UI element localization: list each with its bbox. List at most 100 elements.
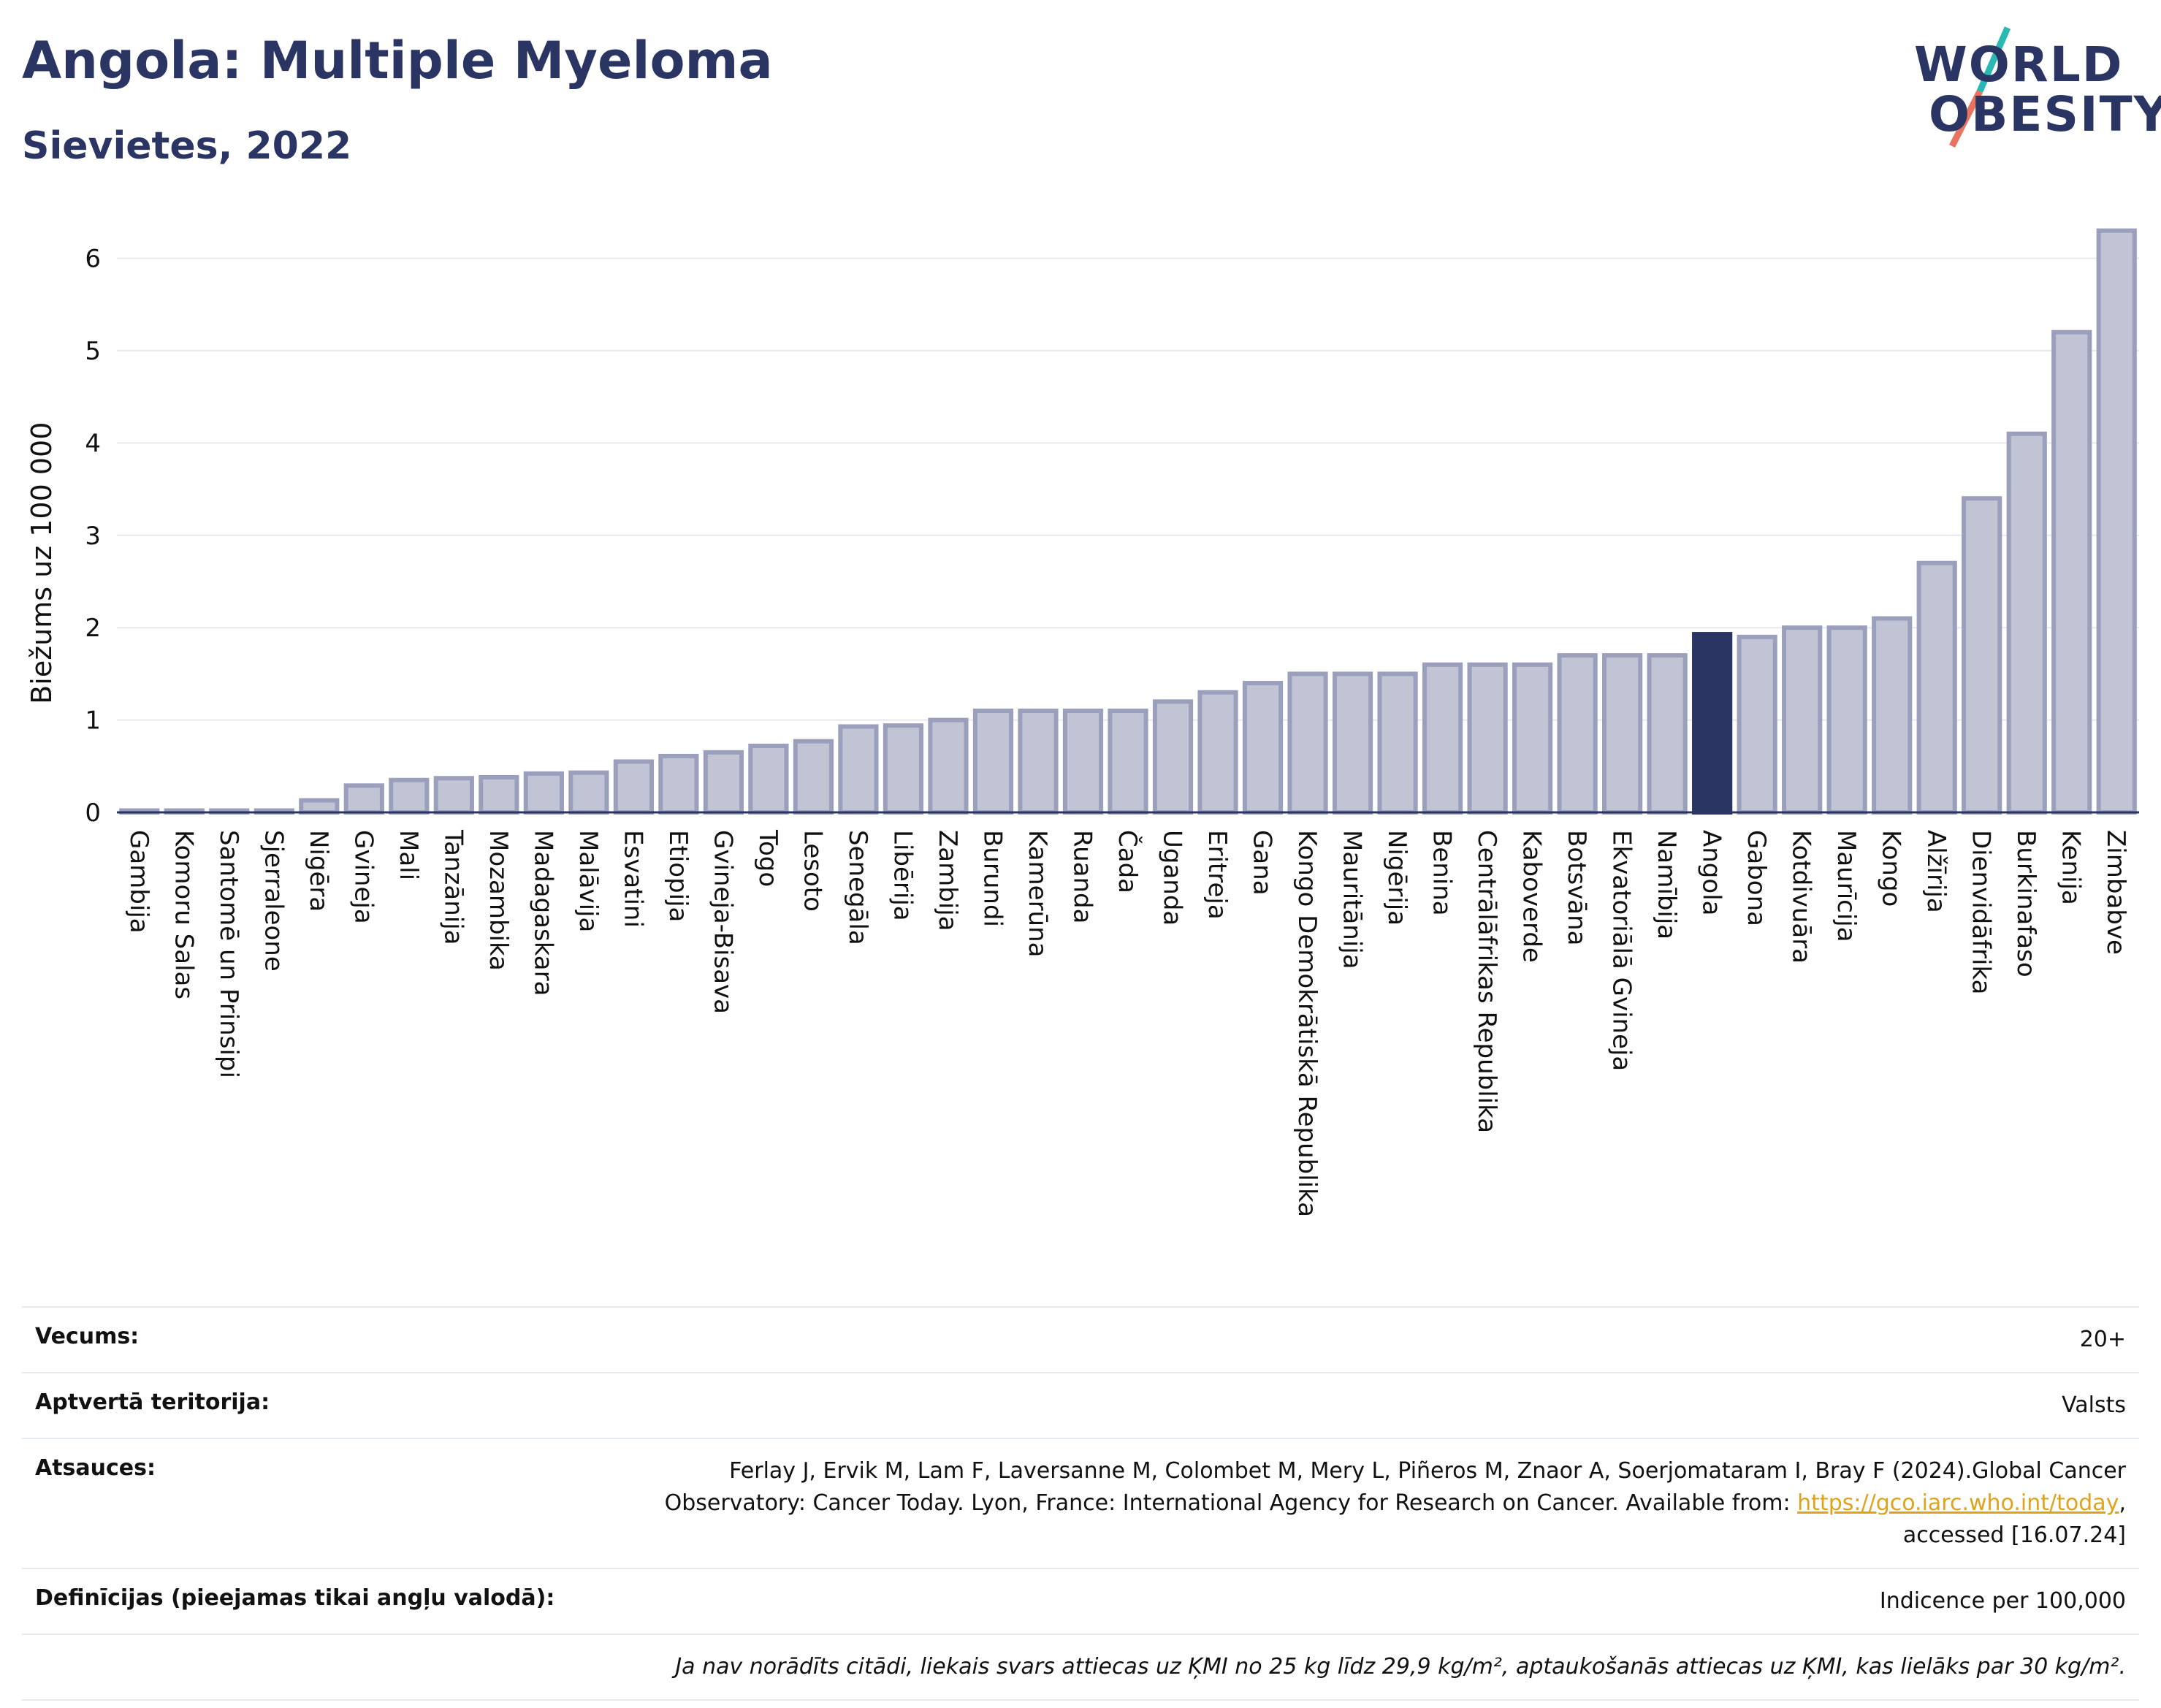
world-obesity-logo: WORLD OBESITY [1899, 22, 2161, 153]
x-tick-label: Madagaskara [528, 830, 557, 996]
x-tick-label: Nigēra [304, 830, 333, 912]
x-tick-label: Gvineja-Bisava [708, 830, 737, 1014]
bar-5 [343, 783, 384, 815]
x-tick-label: Kamerūna [1023, 830, 1052, 957]
x-tick-label: Kotdivuāra [1787, 830, 1816, 964]
meta-row-territory: Aptvertā teritorija: Valsts [22, 1372, 2139, 1438]
references-line-1: Ferlay J, Ervik M, Lam F, Laversanne M, … [729, 1458, 2126, 1484]
y-tick-label: 1 [85, 706, 101, 736]
meta-key: Vecums: [22, 1306, 603, 1373]
bar-37 [1782, 625, 1823, 815]
y-tick-label: 5 [85, 337, 101, 366]
bar-20 [1018, 708, 1059, 815]
x-tick-label: Botsvāna [1562, 830, 1591, 946]
logo-text-world: WORLD [1914, 37, 2124, 93]
x-tick-label: Zimbabve [2101, 830, 2130, 955]
x-tick-label: Gabona [1742, 830, 1771, 926]
x-tick-label: Gvineja [348, 830, 378, 924]
bar-27 [1332, 671, 1373, 815]
x-tick-label: Ekvatoriālā Gvineja [1607, 830, 1636, 1071]
x-tick-label: Sjerraleone [259, 830, 288, 972]
y-tick-label: 2 [85, 614, 101, 643]
bar-chart: 0 1 2 3 4 5 6 Biežums uz 100 000 Gambija Komoru S… [26, 228, 2139, 1217]
meta-value: Indicence per 100,000 [603, 1568, 2139, 1634]
meta-row-references: Atsauces: Ferlay J, Ervik M, Lam F, Lave… [22, 1438, 2139, 1568]
x-tick-label: Komoru Salas [169, 830, 198, 999]
x-tick-label: Mauritānija [1338, 830, 1367, 969]
bar-21 [1062, 708, 1104, 815]
bar-22 [1108, 708, 1148, 815]
bar-6 [389, 777, 430, 815]
bar-35 [1692, 632, 1733, 815]
references-line-2-end: , [2119, 1490, 2126, 1516]
page-subtitle: Sievietes, 2022 [22, 124, 352, 168]
y-tick-label: 6 [85, 245, 101, 274]
bar-19 [972, 708, 1014, 815]
references-line-2: Observatory: Cancer Today. Lyon, France:… [664, 1490, 1798, 1516]
x-tick-label: Ruanda [1067, 830, 1097, 923]
meta-value: Valsts [603, 1372, 2139, 1438]
bar-13 [703, 750, 744, 815]
y-tick-label: 0 [85, 798, 101, 828]
x-tick-label: Senegāla [843, 830, 872, 945]
x-tick-label: Mozambika [484, 830, 513, 971]
x-tick-label: Tanzānija [438, 829, 468, 945]
x-tick-label: Nigērija [1382, 830, 1411, 926]
bar-17 [883, 723, 924, 815]
x-tick-label: Eritreja [1203, 830, 1232, 920]
bar-7 [433, 776, 474, 815]
x-tick-label: Etiopija [663, 830, 693, 922]
x-tick-label: Gambija [124, 830, 153, 934]
x-tick-label: Kongo [1877, 830, 1906, 907]
bar-28 [1377, 671, 1418, 815]
x-tick-label: Burundi [977, 830, 1007, 927]
bar-29 [1422, 662, 1463, 815]
x-tick-label: Kongo Demokrātiskā Republika [1292, 830, 1322, 1217]
x-tick-label: Togo [753, 829, 782, 887]
x-tick-label: Santomē un Prinsipi [214, 830, 243, 1078]
y-tick-label: 3 [85, 522, 101, 551]
meta-key: Atsauces: [22, 1438, 603, 1568]
bar-41 [1962, 496, 2002, 815]
bar-8 [479, 774, 519, 815]
x-tick-label: Namībija [1652, 830, 1681, 939]
meta-value: 20+ [603, 1306, 2139, 1373]
x-tick-label: Lesoto [798, 830, 827, 912]
meta-key: Definīcijas (pieejamas tikai angļu valod… [22, 1568, 603, 1634]
bar-39 [1872, 616, 1913, 815]
x-tick-label: Čada [1113, 830, 1143, 893]
logo-text-obesity: OBESITY [1929, 86, 2161, 142]
x-tick-label: Gana [1248, 830, 1277, 896]
meta-row-definitions: Definīcijas (pieejamas tikai angļu valod… [22, 1568, 2139, 1634]
x-tick-label: Esvatini [618, 830, 647, 928]
footnote: Ja nav norādīts citādi, liekais svars at… [22, 1633, 2139, 1701]
metadata-table: Vecums: 20+ Aptvertā teritorija: Valsts … [22, 1306, 2139, 1701]
x-tick-label: Angola [1697, 830, 1726, 915]
bar-14 [748, 743, 789, 815]
x-tick-label: Uganda [1158, 830, 1187, 926]
bar-12 [658, 753, 699, 815]
bar-36 [1737, 634, 1777, 815]
bar-43 [2051, 329, 2092, 815]
bar-11 [613, 759, 654, 815]
references-line-3: accessed [16.07.24] [1902, 1522, 2126, 1548]
bar-31 [1512, 662, 1553, 815]
bar-18 [928, 717, 969, 815]
x-tick-label: Libērija [888, 830, 917, 921]
x-tick-label: Centrālāfrikas Republika [1472, 830, 1501, 1133]
bar-44 [2096, 228, 2137, 815]
bar-26 [1287, 671, 1328, 815]
bar-16 [838, 724, 879, 815]
y-axis-label: Biežums uz 100 000 [26, 422, 58, 704]
x-tick-label: Malāvija [573, 830, 603, 932]
logo-slash-icon [1948, 26, 2011, 148]
x-tick-label: Dienvidāfrika [1967, 830, 1996, 994]
references-link[interactable]: https://gco.iarc.who.int/today [1797, 1490, 2119, 1516]
x-tick-label: Burkinafaso [2011, 830, 2040, 977]
bar-32 [1557, 653, 1598, 815]
bar-30 [1467, 662, 1508, 815]
bar-38 [1826, 625, 1867, 815]
bar-24 [1197, 690, 1238, 815]
x-tick-label: Alžīrija [1921, 830, 1951, 913]
bar-25 [1242, 681, 1284, 815]
